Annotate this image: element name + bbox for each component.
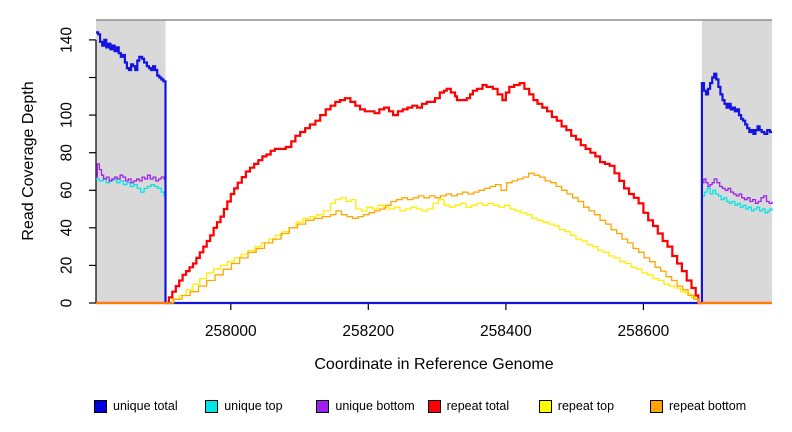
series-line-unique-top — [96, 178, 773, 304]
series-line-repeat-total — [96, 82, 772, 305]
y-tick-label: 80 — [58, 144, 75, 162]
series-line-repeat-top — [96, 197, 772, 304]
series-line-unique-bottom — [96, 163, 773, 304]
x-tick-label: 258200 — [342, 323, 394, 340]
masked-region — [96, 20, 166, 303]
x-tick-label: 258600 — [618, 323, 670, 340]
series-line-repeat-bottom — [96, 172, 772, 304]
masked-region — [701, 20, 772, 303]
x-axis-title: Coordinate in Reference Genome — [314, 356, 554, 373]
y-tick-label: 0 — [58, 298, 75, 307]
y-tick-label: 60 — [58, 181, 75, 199]
x-tick-label: 258400 — [480, 323, 532, 340]
y-axis-title: Read Coverage Depth — [20, 81, 37, 241]
y-tick-label: 140 — [58, 27, 75, 53]
y-tick-label: 100 — [58, 102, 75, 128]
y-tick-label: 20 — [58, 256, 75, 274]
x-tick-label: 258000 — [205, 323, 257, 340]
y-tick-label: 40 — [58, 219, 75, 237]
